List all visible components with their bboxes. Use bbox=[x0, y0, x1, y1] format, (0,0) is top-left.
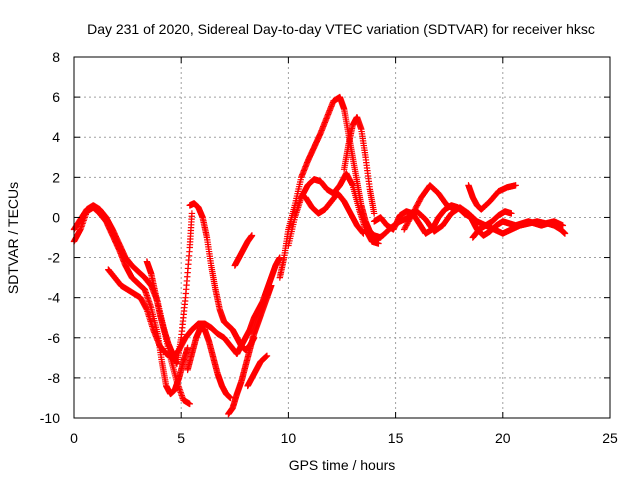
data-point-marker bbox=[227, 394, 234, 402]
y-tick-label: 0 bbox=[52, 209, 60, 225]
data-point-marker bbox=[559, 222, 567, 229]
series-arc-14 bbox=[340, 113, 378, 217]
y-tick-label: 6 bbox=[52, 89, 60, 105]
data-point-marker bbox=[188, 210, 196, 217]
y-tick-label: -6 bbox=[48, 330, 61, 346]
data-point-marker bbox=[508, 210, 515, 217]
axis-ticks bbox=[73, 56, 611, 419]
data-point-marker bbox=[370, 210, 378, 217]
data-point-marker bbox=[186, 400, 193, 408]
y-tick-label: 4 bbox=[52, 129, 60, 145]
data-point-marker bbox=[184, 344, 191, 352]
y-axis-label: SDTVAR / TECUs bbox=[5, 182, 21, 294]
data-points bbox=[70, 93, 569, 418]
data-point-marker bbox=[360, 230, 367, 237]
x-tick-label: 15 bbox=[388, 430, 404, 446]
series-arc-6 bbox=[184, 324, 234, 402]
y-tick-label: 2 bbox=[52, 169, 60, 185]
series-arc-8 bbox=[233, 254, 284, 358]
data-point-marker bbox=[263, 352, 271, 360]
y-tick-label: -8 bbox=[48, 370, 61, 386]
series-arc-18 bbox=[465, 182, 519, 213]
data-point-marker bbox=[248, 232, 256, 239]
data-point-marker bbox=[452, 206, 459, 213]
series-arc-19 bbox=[469, 208, 515, 241]
series-arc-17 bbox=[400, 182, 459, 233]
y-tick-label: -4 bbox=[48, 290, 61, 306]
series-arc-9 bbox=[231, 232, 256, 269]
x-tick-label: 5 bbox=[177, 430, 185, 446]
x-tick-label: 10 bbox=[281, 430, 297, 446]
tick-labels: 0 5 10 15 20 25 -10 -8 -6 -4 -2 0 2 4 6 8 bbox=[40, 49, 618, 446]
series-arc-2 bbox=[70, 202, 193, 408]
data-point-marker bbox=[512, 182, 519, 189]
series-arc-10 bbox=[244, 352, 271, 390]
series-arc-4 bbox=[143, 210, 196, 368]
x-tick-label: 0 bbox=[70, 430, 78, 446]
x-axis-label: GPS time / hours bbox=[289, 457, 396, 473]
x-tick-label: 20 bbox=[495, 430, 511, 446]
y-tick-label: 8 bbox=[52, 49, 60, 65]
x-tick-label: 25 bbox=[602, 430, 618, 446]
data-point-marker bbox=[561, 230, 569, 237]
series-arc-12 bbox=[285, 170, 382, 249]
series-arc-11 bbox=[276, 93, 384, 281]
plot-frame bbox=[73, 56, 611, 419]
series-arc-16 bbox=[370, 204, 567, 245]
y-tick-label: -10 bbox=[40, 410, 60, 426]
grid-lines bbox=[74, 57, 610, 418]
chart-title: Day 231 of 2020, Sidereal Day-to-day VTE… bbox=[87, 21, 595, 37]
y-tick-label: -2 bbox=[48, 250, 61, 266]
series-arc-13 bbox=[302, 190, 367, 237]
